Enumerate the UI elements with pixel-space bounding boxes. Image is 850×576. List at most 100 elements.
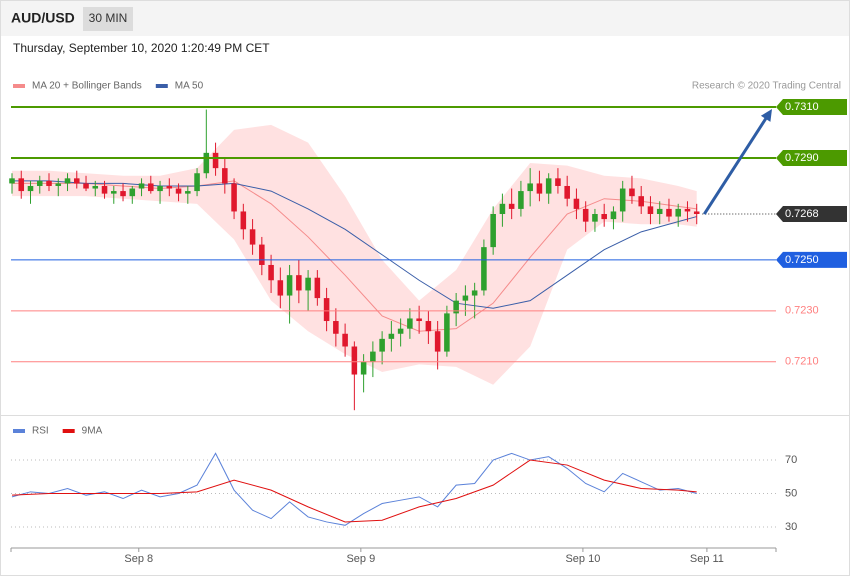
candle-body — [416, 318, 422, 322]
candle-body — [536, 183, 543, 194]
legend-swatch — [13, 84, 25, 88]
level-tag — [776, 251, 847, 268]
candle-body — [647, 206, 654, 215]
candle-body — [490, 214, 496, 248]
candle-body — [545, 178, 552, 194]
candle-body — [360, 361, 367, 375]
level-tag — [776, 98, 847, 115]
candle-body — [656, 208, 663, 215]
candle-body — [453, 300, 459, 314]
candle-body — [305, 277, 311, 291]
legend-swatch — [62, 429, 75, 433]
y-tick-label: 30 — [785, 521, 797, 533]
candle-body — [148, 183, 154, 192]
candle-body — [9, 178, 15, 184]
candle-body — [342, 333, 348, 347]
candle-body — [111, 191, 117, 194]
candle-body — [592, 214, 598, 222]
level-label: 0.7290 — [785, 152, 819, 164]
level-tag — [776, 206, 847, 223]
candle-body — [222, 168, 228, 184]
candle-body — [508, 203, 515, 209]
forecast-arrow-head — [760, 108, 772, 122]
candle-body — [55, 183, 62, 186]
candle-body — [314, 277, 321, 299]
candle-body — [333, 321, 339, 334]
level-label: 0.7310 — [785, 101, 819, 113]
candle-body — [619, 188, 626, 212]
legend-label: 9MA — [82, 426, 103, 437]
timeframe-box — [83, 7, 133, 31]
legend-swatch — [155, 84, 168, 88]
candle-body — [73, 178, 80, 184]
candle-body — [693, 211, 700, 215]
candle-body — [27, 185, 34, 192]
candle-body — [434, 331, 441, 352]
candle-body — [203, 152, 210, 174]
level-label: 0.7250 — [785, 254, 819, 266]
candle-body — [101, 185, 108, 194]
timeframe: 30 MIN — [89, 11, 128, 25]
ma20-line — [12, 180, 697, 332]
candle-body — [296, 275, 302, 291]
legend-swatch — [13, 429, 25, 433]
y-tick-label: 50 — [785, 487, 797, 499]
level-label: 0.7268 — [785, 208, 819, 220]
candle-body — [268, 264, 274, 281]
candle-body — [601, 214, 607, 220]
candle-body — [323, 298, 330, 322]
candle-body — [157, 185, 163, 192]
x-tick-label: Sep 11 — [690, 553, 724, 565]
candle-body — [379, 338, 385, 352]
candle-body — [564, 185, 570, 199]
top-bar — [1, 1, 849, 36]
candle-body — [194, 173, 200, 192]
level-label: 0.7210 — [785, 356, 819, 368]
candle-body — [46, 180, 52, 186]
credit: Research © 2020 Trading Central — [692, 81, 841, 92]
x-tick-label: Sep 10 — [565, 553, 600, 565]
plot-layer: 0.7310 0.7290 0.7268 0.7250 0.7230 0.7210 MA 2… — [9, 81, 847, 565]
timestamp: Thursday, September 10, 2020 1:20:49 PM … — [13, 41, 270, 55]
candle-body — [351, 346, 358, 375]
candle-body — [462, 295, 469, 301]
candle-body — [397, 328, 404, 334]
candle-body — [499, 203, 506, 215]
candle-body — [64, 178, 71, 184]
forecast-arrow — [703, 114, 769, 215]
legend-label: MA 50 — [175, 81, 204, 92]
candle-body — [286, 275, 293, 296]
candle-body — [138, 183, 145, 189]
candle-body — [555, 178, 561, 186]
candle-body — [444, 313, 450, 352]
candle-body — [518, 191, 524, 209]
candle-body — [259, 244, 265, 265]
candle-body — [370, 351, 376, 362]
x-tick-label: Sep 9 — [346, 553, 375, 565]
y-tick-label: 70 — [785, 454, 797, 466]
candle-body — [129, 188, 136, 197]
candle-body — [231, 183, 237, 212]
candle-body — [18, 178, 25, 192]
legend-label: MA 20 + Bollinger Bands — [32, 81, 142, 92]
candle-body — [582, 208, 589, 222]
candle-body — [471, 290, 478, 296]
band-layer — [12, 124, 697, 385]
candle-body — [527, 183, 533, 192]
candle-body — [175, 188, 182, 194]
candle-body — [481, 247, 487, 291]
candle-body — [675, 208, 681, 217]
candle-body — [425, 321, 432, 332]
candle-body — [36, 180, 43, 186]
candle-body — [92, 185, 99, 189]
legend-label: RSI — [32, 426, 49, 437]
ma50-line — [12, 180, 697, 309]
indicator-line — [11, 459, 697, 523]
level-label: 0.7230 — [785, 305, 819, 317]
candle-body — [120, 191, 126, 197]
candle-body — [166, 185, 173, 189]
candle-body — [83, 183, 89, 189]
